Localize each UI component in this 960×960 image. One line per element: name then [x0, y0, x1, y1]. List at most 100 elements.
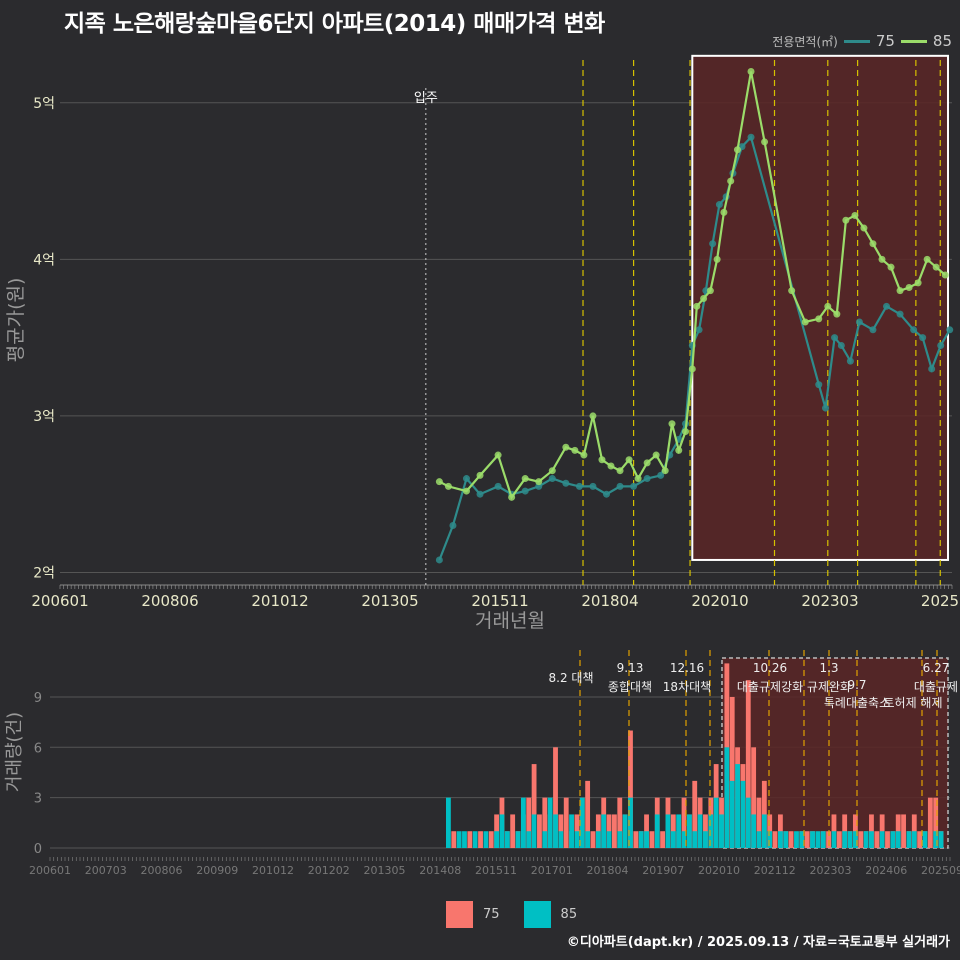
bar-85 — [638, 831, 644, 848]
bar-85 — [740, 780, 746, 848]
bar-85 — [778, 831, 783, 848]
bottom-x-tick-label: 202010 — [698, 864, 740, 877]
data-point-75 — [919, 334, 927, 342]
legend-label-75: 75 — [875, 32, 895, 50]
bar-75 — [933, 797, 939, 848]
data-point-85 — [896, 287, 904, 295]
bar-85 — [708, 814, 714, 848]
data-point-85 — [607, 462, 615, 470]
bar-85 — [446, 797, 451, 848]
bar-85 — [783, 831, 789, 848]
data-point-85 — [706, 287, 714, 295]
bar-85 — [585, 831, 591, 848]
data-point-85 — [571, 446, 579, 454]
bar-85 — [494, 831, 500, 848]
data-point-85 — [693, 302, 701, 310]
bar-85 — [799, 831, 805, 848]
bar-85 — [520, 797, 526, 848]
policy-label: 18차대책 — [663, 679, 711, 694]
data-point-75 — [548, 475, 556, 483]
data-point-75 — [476, 490, 484, 498]
policy-label: 종합대책 — [608, 679, 652, 694]
data-point-85 — [661, 467, 669, 475]
policy-date: 9.13 — [617, 661, 644, 675]
data-point-85 — [869, 240, 877, 248]
data-point-85 — [598, 456, 606, 464]
data-point-75 — [630, 482, 638, 490]
bar-75 — [633, 831, 639, 848]
data-point-75 — [575, 482, 583, 490]
bar-85 — [911, 831, 917, 848]
bar-85 — [617, 831, 623, 848]
data-point-85 — [508, 493, 516, 501]
bar-85 — [703, 831, 708, 848]
data-point-85 — [733, 146, 741, 154]
bar-85 — [745, 797, 751, 848]
bar-85 — [628, 797, 633, 848]
data-point-85 — [625, 456, 633, 464]
data-point-85 — [932, 263, 940, 271]
bar-85 — [569, 814, 574, 848]
bar-75 — [590, 831, 596, 848]
bar-85 — [504, 831, 510, 848]
bottom-y-tick-label: 0 — [34, 842, 42, 857]
data-point-85 — [521, 475, 529, 483]
data-point-75 — [855, 318, 863, 326]
bar-85 — [644, 831, 649, 848]
bar-75 — [885, 831, 890, 848]
x-tick-label: 200806 — [141, 592, 198, 610]
bar-75 — [612, 814, 617, 848]
x-tick-label: 200601 — [31, 592, 88, 610]
data-point-85 — [860, 224, 868, 232]
bar-85 — [729, 780, 735, 848]
bar-85 — [842, 831, 848, 848]
data-point-75 — [946, 326, 954, 334]
data-point-75 — [846, 357, 854, 365]
bar-85 — [574, 831, 580, 848]
bar-85 — [515, 831, 521, 848]
bar-85 — [815, 831, 821, 848]
bar-75 — [531, 764, 537, 848]
data-point-85 — [727, 177, 735, 185]
bar-85 — [719, 814, 724, 848]
bar-75 — [526, 797, 532, 848]
bar-75 — [756, 797, 762, 848]
bar-85 — [579, 797, 585, 848]
chart-title: 지족 노은해랑숲마을6단지 아파트(2014) 매매가격 변화 — [64, 11, 605, 37]
data-point-75 — [869, 326, 877, 334]
bottom-x-tick-label: 201408 — [419, 864, 461, 877]
data-point-85 — [643, 459, 651, 467]
bottom-x-tick-label: 202406 — [865, 864, 907, 877]
bar-85 — [499, 814, 505, 848]
x-tick-label: 201305 — [361, 592, 418, 610]
data-point-75 — [562, 479, 570, 487]
bar-75 — [510, 814, 516, 848]
data-point-85 — [788, 287, 796, 295]
data-point-85 — [914, 279, 922, 287]
data-point-75 — [709, 240, 717, 248]
bottom-y-tick-label: 9 — [34, 691, 42, 706]
data-point-75 — [449, 522, 457, 530]
data-point-85 — [444, 482, 452, 490]
bar-75 — [788, 831, 794, 848]
data-point-75 — [643, 475, 651, 483]
bar-85 — [531, 814, 537, 848]
data-point-75 — [815, 381, 823, 389]
bar-85 — [713, 797, 719, 848]
data-point-75 — [602, 490, 610, 498]
policy-date: 12.16 — [670, 661, 704, 675]
bottom-x-tick-label: 201907 — [642, 864, 684, 877]
bottom-x-tick-label: 200806 — [141, 864, 183, 877]
data-point-75 — [657, 471, 665, 479]
bar-85 — [676, 814, 682, 848]
bar-75 — [537, 814, 542, 848]
y-tick-label: 5억 — [33, 96, 55, 112]
data-point-85 — [634, 475, 642, 483]
x-tick-label: 202303 — [801, 592, 858, 610]
x-tick-label: 2025 — [921, 592, 959, 610]
bottom-y-tick-label: 3 — [34, 792, 42, 807]
bottom-x-tick-label: 201305 — [364, 864, 406, 877]
policy-date: 9.7 — [847, 678, 866, 692]
bottom-x-tick-label: 201012 — [252, 864, 294, 877]
